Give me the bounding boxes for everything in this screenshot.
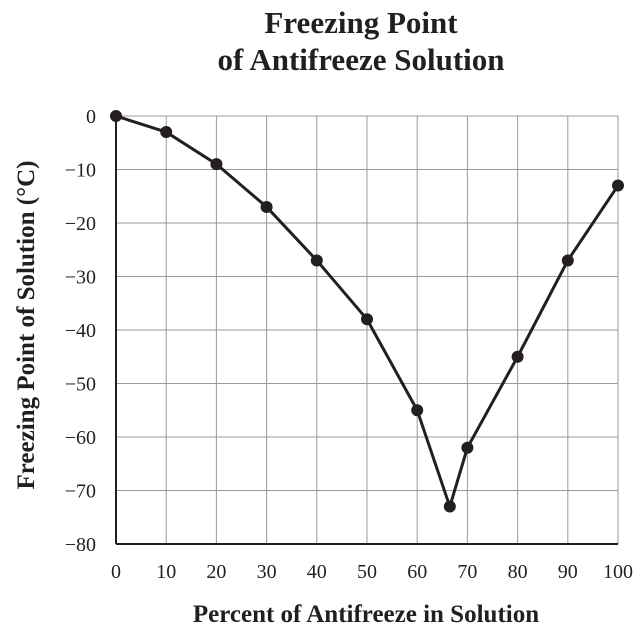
- y-tick-label: −40: [65, 320, 96, 342]
- y-tick-label: −70: [65, 481, 96, 503]
- data-point: [110, 110, 122, 122]
- x-tick-label: 100: [603, 561, 633, 583]
- data-point: [461, 441, 474, 454]
- data-point: [411, 404, 424, 417]
- x-tick-label: 50: [357, 561, 377, 583]
- x-axis-ticks: 0 10 20 30 40 50 60 70 80 90 100: [111, 561, 633, 583]
- y-tick-label: −10: [65, 160, 96, 182]
- axes: [115, 116, 618, 545]
- x-tick-label: 70: [457, 561, 477, 583]
- y-tick-label: −80: [65, 534, 96, 556]
- grid: [116, 115, 619, 544]
- chart-title: Freezing Point of Antifreeze Solution: [217, 5, 504, 77]
- series-line: [115, 114, 620, 509]
- data-point: [561, 254, 574, 267]
- y-tick-label: −60: [65, 427, 96, 449]
- x-tick-label: 10: [156, 561, 176, 583]
- y-tick-label: −30: [65, 267, 96, 289]
- y-tick-label: −50: [65, 374, 96, 396]
- x-tick-label: 40: [307, 561, 327, 583]
- x-tick-label: 80: [508, 561, 528, 583]
- y-tick-label: −20: [65, 213, 96, 235]
- x-tick-label: 0: [111, 561, 121, 583]
- data-point: [443, 500, 456, 513]
- x-tick-label: 30: [257, 561, 277, 583]
- x-axis-label: Percent of Antifreeze in Solution: [193, 601, 539, 628]
- data-point: [361, 313, 373, 326]
- x-tick-label: 90: [558, 561, 578, 583]
- y-axis-label: Freezing Point of Solution (°C): [13, 161, 40, 490]
- data-series: [110, 110, 624, 513]
- y-axis-ticks: 0 −10 −20 −30 −40 −50 −60 −70 −80: [65, 106, 96, 556]
- data-point: [310, 254, 323, 267]
- x-tick-label: 60: [407, 561, 427, 583]
- x-tick-label: 20: [206, 561, 226, 583]
- y-tick-label: 0: [86, 106, 96, 128]
- chart-title-line-1: Freezing Point: [264, 5, 458, 40]
- chart-title-line-2: of Antifreeze Solution: [217, 42, 504, 77]
- data-point: [511, 350, 524, 363]
- data-point: [260, 200, 273, 213]
- data-point: [210, 158, 223, 171]
- data-point: [612, 179, 624, 192]
- data-point: [160, 126, 173, 139]
